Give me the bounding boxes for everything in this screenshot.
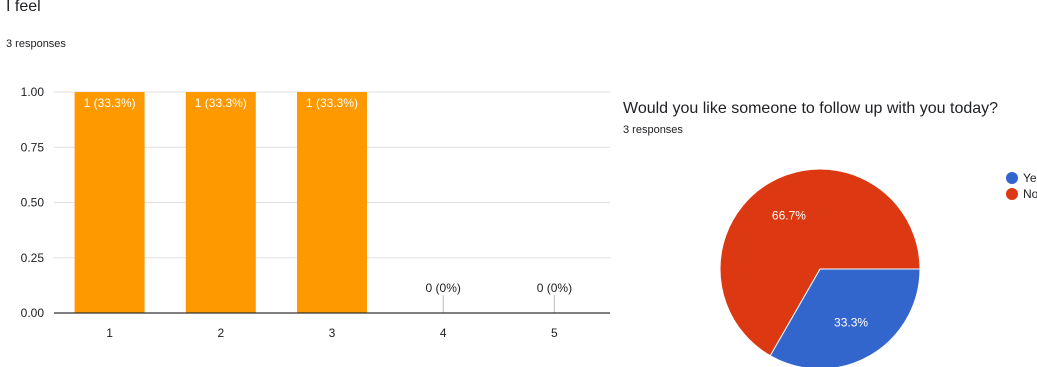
bar-chart-panel: I feel 3 responses 0.00 0.25 0.50 0.75 1.00 1… <box>6 0 610 340</box>
slice-label: 33.3% <box>834 316 868 330</box>
x-tick-label: 3 <box>329 326 336 340</box>
legend-label: No <box>1023 187 1037 201</box>
y-tick-label: 0.00 <box>21 306 45 320</box>
x-tick-label: 2 <box>217 326 224 340</box>
bar <box>297 92 367 313</box>
slice-label: 66.7% <box>772 208 806 222</box>
y-tick-label: 0.75 <box>21 140 45 154</box>
data-label: 1 (33.3%) <box>84 96 136 110</box>
legend-swatch <box>1006 188 1018 200</box>
x-tick-label: 4 <box>440 326 447 340</box>
pie-chart-panel: Would you like someone to follow up with… <box>610 0 1037 367</box>
response-count: 3 responses <box>623 124 683 136</box>
data-label: 1 (33.3%) <box>306 96 358 110</box>
bar <box>185 92 256 313</box>
x-tick-label: 1 <box>106 326 113 340</box>
bar <box>74 92 145 313</box>
pie-slice <box>719 168 921 357</box>
question-title: Would you like someone to follow up with… <box>623 100 999 117</box>
y-tick-label: 0.50 <box>21 196 45 210</box>
data-label: 0 (0%) <box>426 281 461 295</box>
x-tick-label: 5 <box>551 326 558 340</box>
legend-label: Yes <box>1023 171 1037 185</box>
pie-chart: 33.3% 66.7% Yes No <box>719 168 1037 367</box>
legend-swatch <box>1006 172 1018 184</box>
y-tick-label: 0.25 <box>21 251 45 265</box>
response-count: 3 responses <box>6 38 66 50</box>
bar-chart: 0.00 0.25 0.50 0.75 1.00 1 (33.3%) 1 1 (33.3%) 2… <box>21 85 610 340</box>
pie-slice <box>769 268 921 367</box>
y-tick-label: 1.00 <box>21 85 45 99</box>
question-title: I feel <box>6 0 41 15</box>
data-label: 1 (33.3%) <box>195 96 247 110</box>
data-label: 0 (0%) <box>537 281 572 295</box>
